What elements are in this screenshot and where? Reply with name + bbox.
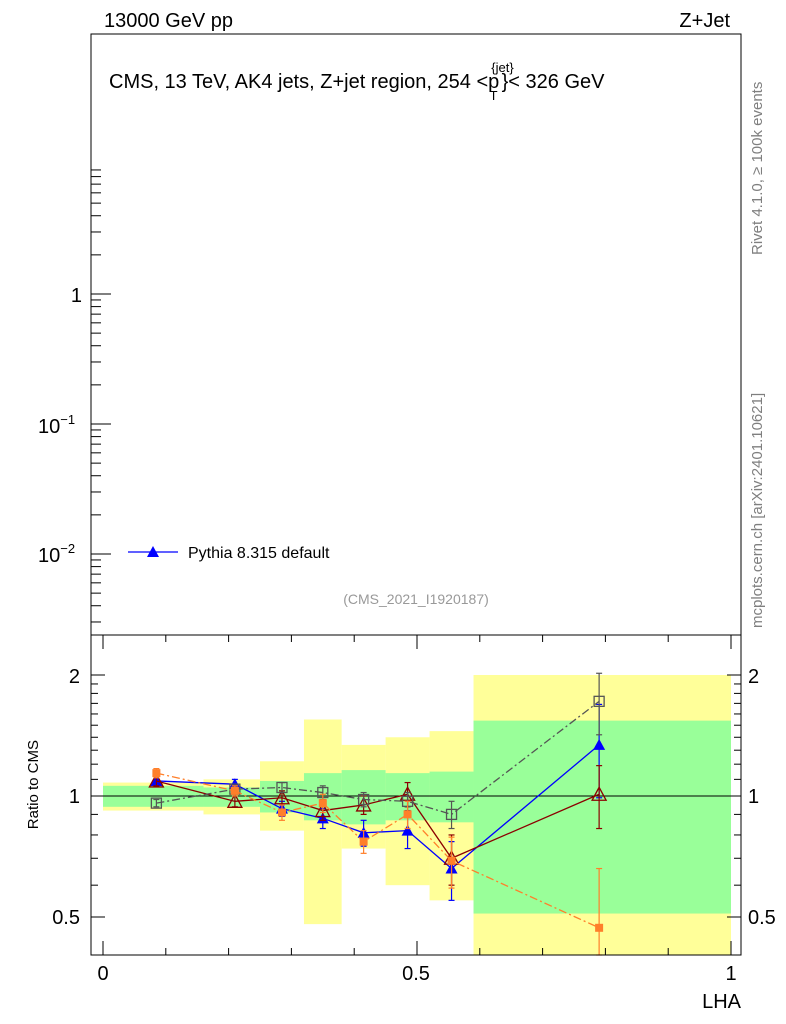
data-point xyxy=(318,799,327,808)
main-ytick-label-1: 1 xyxy=(71,285,82,307)
series-line xyxy=(156,780,600,860)
x-axis-label: LHA xyxy=(702,991,742,1013)
data-point xyxy=(595,923,604,932)
xtick-label-1: 1 xyxy=(725,963,736,985)
ratio-y-axis-label: Ratio to CMS xyxy=(25,740,42,829)
ratio-panel-frame xyxy=(90,634,742,956)
xtick-label-0-5: 0.5 xyxy=(402,963,430,985)
rivet-side-label: Rivet 4.1.0, ≥ 100k events xyxy=(749,82,766,255)
ratio-series xyxy=(148,672,608,956)
data-point xyxy=(226,792,243,808)
data-point xyxy=(593,738,606,750)
header-left-label: 13000 GeV pp xyxy=(104,10,233,32)
data-point xyxy=(277,808,286,817)
data-point xyxy=(591,785,608,801)
legend-triangle-marker xyxy=(147,546,159,557)
mcplots-side-label: mcplots.cern.ch [arXiv:2401.10621] xyxy=(749,393,766,628)
data-point xyxy=(314,802,331,818)
ratio-axes-ticks xyxy=(91,635,741,955)
ratio-ytick-right-2: 2 xyxy=(748,666,759,688)
legend-label: Pythia 8.315 default xyxy=(188,545,330,562)
series-4 xyxy=(152,767,604,956)
data-point xyxy=(359,837,368,846)
main-y-axis xyxy=(91,169,111,623)
ratio-ytick-right-1: 1 xyxy=(748,786,759,808)
green-band-bin xyxy=(203,787,260,807)
data-point xyxy=(230,786,239,795)
data-point xyxy=(152,769,161,778)
chart-title: CMS, 13 TeV, AK4 jets, Z+jet region, 254… xyxy=(109,60,605,103)
xtick-label-0: 0 xyxy=(97,963,108,985)
series-line xyxy=(156,700,600,816)
ratio-ytick-right-0-5: 0.5 xyxy=(748,907,776,929)
data-point xyxy=(401,824,414,836)
header-right-label: Z+Jet xyxy=(679,10,730,32)
main-ytick-label-0-1: 10−1 xyxy=(38,412,75,438)
main-ytick-label-0-01: 10−2 xyxy=(38,541,75,567)
ratio-ytick-left-2: 2 xyxy=(69,666,80,688)
data-point xyxy=(148,772,165,788)
data-point xyxy=(150,797,163,809)
analysis-id: (CMS_2021_I1920187) xyxy=(343,591,489,607)
data-point xyxy=(357,793,370,806)
data-point xyxy=(403,810,412,819)
series-3 xyxy=(150,672,605,830)
data-point xyxy=(447,856,456,865)
data-point xyxy=(276,781,288,794)
ratio-ytick-left-0-5: 0.5 xyxy=(52,907,80,929)
uncertainty-bands xyxy=(103,675,731,955)
data-point xyxy=(593,695,605,707)
legend: Pythia 8.315 default xyxy=(128,545,330,562)
green-band-bin xyxy=(473,720,731,914)
ratio-ytick-left-1: 1 xyxy=(69,786,80,808)
data-point xyxy=(445,808,458,821)
data-point xyxy=(273,789,291,805)
